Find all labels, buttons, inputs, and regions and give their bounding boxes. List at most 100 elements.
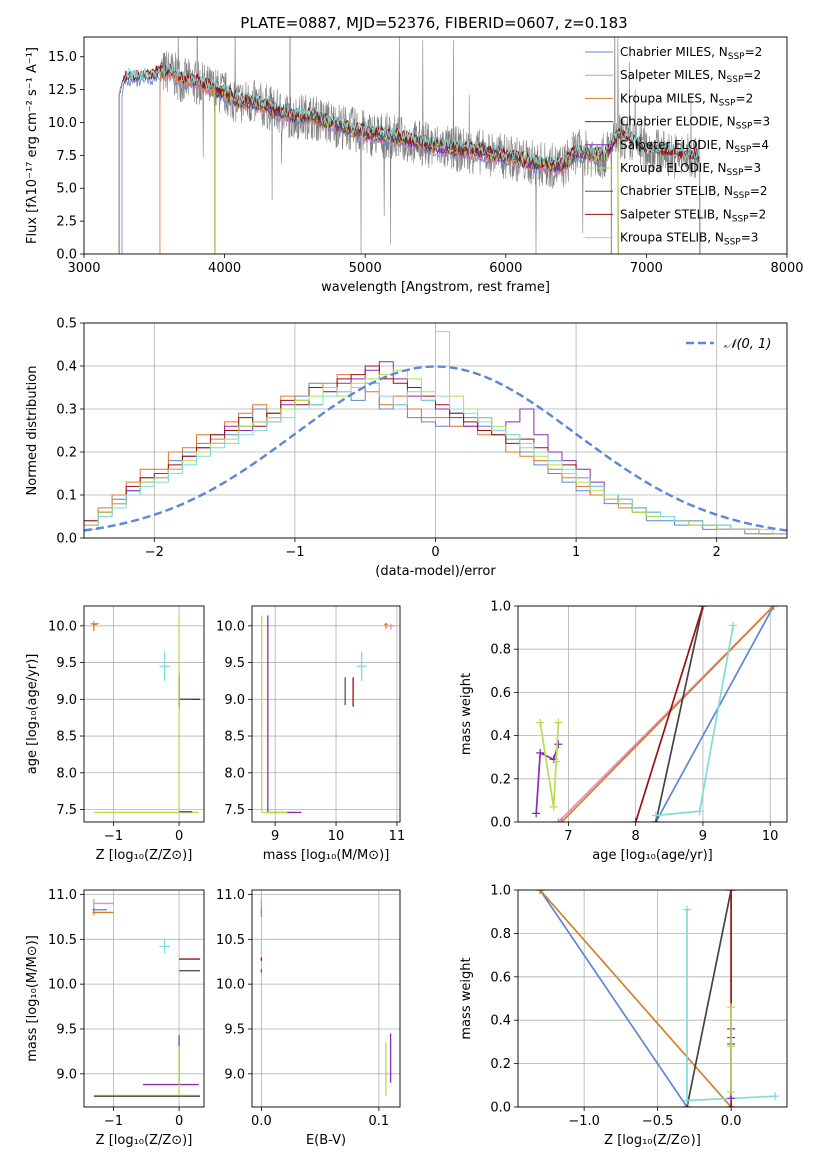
weight-series-chabrier_elodie [683,890,736,1107]
panel-mass_vs_ebv: 0.0 0.1 9.0 9.5 10.0 10.5 11.0 E(B-V) [216,888,401,1148]
y-tick-label: 8.0 [56,766,77,781]
weight-marker [698,606,707,610]
y-tick-label: 0.4 [490,729,511,744]
point-kroupa_elodie [261,615,288,814]
y-tick-label: 10.0 [48,116,77,131]
x-tick-label: 8000 [770,261,803,276]
weight-marker [631,818,640,822]
y-tick-label: 9.0 [224,693,245,708]
y-tick-label: 0.2 [490,772,511,787]
weight-marker [683,1096,692,1105]
y-tick-label: 0.4 [56,360,77,375]
point-kroupa_stelib [159,651,170,681]
point-kroupa_miles [92,622,98,631]
weight-marker [727,1103,736,1107]
point-salpeter_miles [93,898,114,908]
panel-spectrum: 3000 4000 5000 6000 7000 8000 0.0 2.5 5.0 7.5 10.0… [25,36,804,295]
x-tick-label: 10 [328,829,345,844]
x-tick-label: −0.5 [642,1114,674,1129]
point-kroupa_miles [384,622,388,629]
legend-entry-salpeter_miles: Salpeter MILES, NSSP=2 [620,68,761,85]
legend-tail: =2 [743,68,761,82]
x-axis-label: age [log₁₀(age/yr)] [592,848,713,863]
y-tick-label: 10.0 [216,619,245,634]
legend-tail: =3 [752,115,770,129]
x-tick-label: 9 [699,829,707,844]
panel-weight_vs_age: 7 8 9 10 0.0 0.2 0.4 0.6 0.8 1.0 age [log₁₀(age/yr… [459,600,788,863]
x-axis-label: Z [log₁₀(Z/Z⊙)] [604,1133,701,1148]
x-tick-label: 0.0 [251,1114,272,1129]
histogram-series-kroupa_elodie [84,331,787,538]
weight-line [686,890,732,1107]
y-tick-label: 15.0 [48,50,77,65]
legend-tail: =4 [751,138,769,152]
point-salpeter_elodie [267,615,302,814]
y-tick-label: 0.3 [56,403,77,418]
chart-layer: 3000 4000 5000 6000 7000 80000.02.55.07.510.0… [25,36,804,1148]
y-tick-label: 10.5 [216,933,245,948]
x-tick-label: −1 [104,829,123,844]
point-salpeter_elodie [143,1035,199,1086]
weight-series-chabrier_elodie [651,606,707,822]
legend-text: Kroupa MILES, N [620,91,719,105]
x-tick-label: 10 [762,829,779,844]
y-axis-label: Normed distribution [25,366,40,496]
figure-title: PLATE=0887, MJD=52376, FIBERID=0607, z=0… [240,14,627,32]
legend-tail: =2 [750,184,768,198]
legend-text: Kroupa STELIB, N [620,231,724,245]
legend-text: Kroupa ELODIE, N [620,161,727,175]
weight-marker [552,757,561,766]
y-tick-label: 9.5 [56,1022,77,1037]
weight-series-kroupa_elodie [727,1003,736,1096]
point-chabrier_miles [92,907,107,912]
legend-sub: SSP [736,122,753,132]
x-tick-label: 0 [175,1114,183,1129]
weight-series-kroupa_miles [557,606,778,822]
weight-marker [536,718,545,727]
y-tick-label: 7.5 [224,803,245,818]
panel-residual_histogram: −2 −1 0 1 2 0.0 0.1 0.2 0.3 0.4 0.5 (data-model)/er… [25,317,788,579]
y-tick-label: 0.8 [490,927,511,942]
y-tick-label: 12.5 [48,83,77,98]
legend-entry-salpeter_stelib: Salpeter STELIB, NSSP=2 [620,207,766,224]
x-tick-label: −1 [104,1114,123,1129]
y-tick-label: 0.1 [56,489,77,504]
weight-marker [557,818,566,822]
x-tick-label: 4000 [208,261,241,276]
y-tick-label: 5.0 [56,182,77,197]
histogram-series-kroupa_stelib [84,382,787,538]
y-tick-label: 2.5 [56,215,77,230]
legend-entry-kroupa_stelib: Kroupa STELIB, NSSP=3 [620,231,758,248]
legend-text: Salpeter ELODIE, N [620,138,734,152]
x-axis-label: wavelength [Angstrom, rest frame] [321,280,550,295]
legend-entry-chabrier_elodie: Chabrier ELODIE, NSSP=3 [620,115,770,132]
point-kroupa_stelib [159,939,170,954]
plot-area [536,890,780,1107]
y-tick-label: 8.0 [224,766,245,781]
y-tick-label: 7.5 [56,149,77,164]
x-axis-label: E(B-V) [306,1133,346,1148]
y-tick-label: 10.0 [48,978,77,993]
plot-area [92,898,201,1097]
legend-tail: =3 [741,231,759,245]
weight-marker [727,890,736,894]
legend-tail: =2 [745,45,763,59]
axes-frame [517,605,788,823]
axes-frame [251,889,401,1108]
legend-sub: SSP [724,238,741,248]
y-tick-label: 9.0 [56,1067,77,1082]
x-tick-label: 1 [572,545,580,560]
legend-text: Salpeter MILES, N [620,68,727,82]
x-tick-label: 5000 [349,261,382,276]
legend-entry-salpeter_elodie: Salpeter ELODIE, NSSP=4 [620,138,769,155]
weight-series-chabrier_miles [651,606,778,822]
point-kroupa_elodie [93,1046,201,1096]
y-axis-label: age [log₁₀(age/yr)] [25,654,40,775]
plot-area [90,614,201,814]
weight-marker [727,1042,736,1051]
weight-marker [695,807,704,816]
y-tick-label: 10.0 [216,978,245,993]
x-tick-label: 0.0 [721,1114,742,1129]
weight-line [561,606,775,822]
